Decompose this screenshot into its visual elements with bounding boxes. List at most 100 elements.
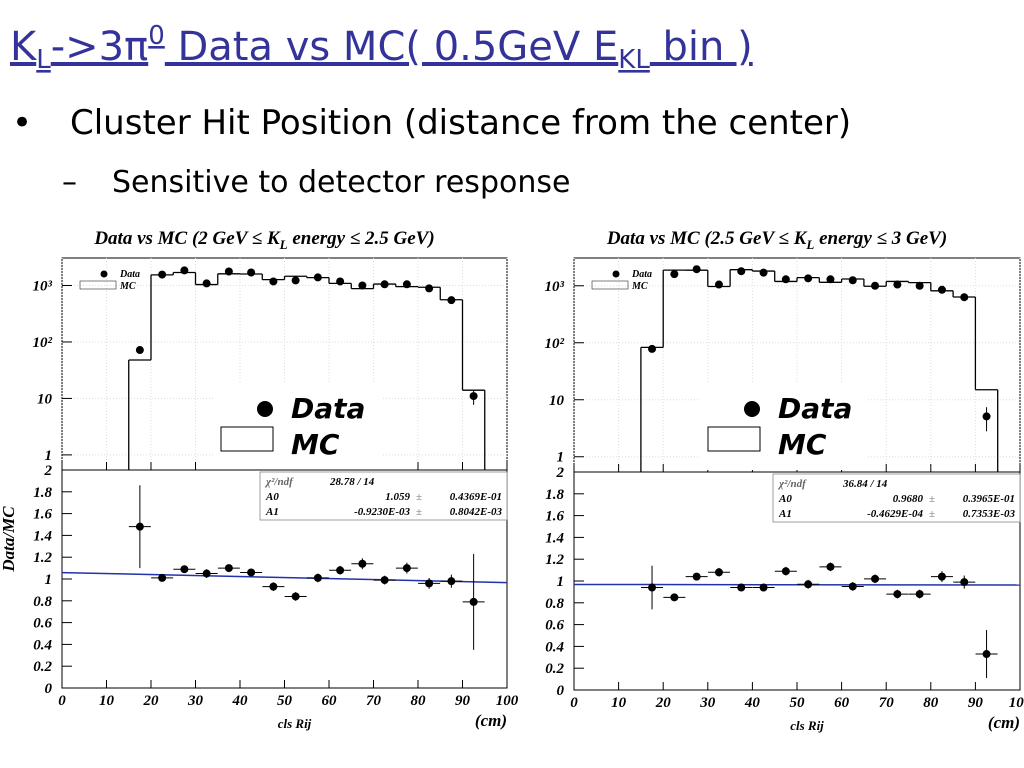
data-point [982, 412, 991, 421]
stats-label: χ²/ndf [264, 476, 294, 488]
stats-error: 0.3965E-01 [963, 493, 1015, 505]
overlay-legend-label: Data [291, 392, 365, 425]
title-part: Data vs MC (2 GeV ≤ K [93, 228, 281, 249]
x-tick-label: 100 [496, 693, 519, 709]
data-point [759, 268, 768, 277]
y-tick-label: 10³ [33, 279, 53, 295]
data-point [737, 267, 746, 276]
data-point [848, 582, 857, 591]
y-tick-label: 1.8 [545, 487, 564, 503]
data-point [469, 392, 478, 401]
data-point [313, 273, 322, 282]
y-tick-label: 0.2 [545, 661, 564, 677]
data-point [826, 275, 835, 284]
y-tick-label: 1.2 [545, 552, 564, 568]
y-tick-label: 10 [37, 391, 53, 407]
title-part: energy ≤ 3 GeV) [814, 228, 947, 249]
data-point [871, 574, 880, 583]
fit-line [61, 571, 508, 584]
data-point [447, 296, 456, 305]
legend-label: Data [119, 269, 140, 280]
legend-box [79, 280, 117, 290]
x-tick-label: 20 [655, 695, 672, 711]
stats-pm: ± [929, 508, 935, 520]
title-part: L [279, 237, 288, 252]
title-part: bin ) [650, 24, 753, 70]
data-point [336, 566, 345, 575]
data-point [247, 568, 256, 577]
x-tick-label: 40 [232, 693, 249, 709]
data-point [692, 265, 701, 274]
bullet: • [12, 103, 32, 143]
stats-label: A0 [265, 491, 279, 503]
data-point [714, 568, 723, 577]
stats-label: χ²/ndf [777, 478, 807, 490]
y-tick-label: 1 [557, 450, 565, 466]
x-tick-label: 60 [322, 693, 338, 709]
y-tick-label: 2 [556, 465, 565, 481]
y-tick-label: 2 [44, 463, 53, 479]
title-part: K [10, 24, 38, 70]
data-point [224, 267, 233, 276]
data-point [648, 583, 657, 592]
overlay-legend-box [707, 426, 761, 452]
stats-value: 1.059 [385, 491, 410, 503]
x-tick-label: 0 [570, 695, 578, 711]
x-tick-label: 60 [834, 695, 850, 711]
x-tick-label: 20 [143, 693, 160, 709]
y-tick-label: 0.4 [545, 639, 564, 655]
x-tick-label: 10 [611, 695, 627, 711]
x-tick-label: 50 [277, 693, 293, 709]
stats-error: 0.7353E-03 [963, 508, 1016, 520]
data-point [804, 580, 813, 589]
data-point [759, 583, 768, 592]
x-tick-label: 70 [366, 693, 382, 709]
data-point [291, 276, 300, 285]
data-point [937, 572, 946, 581]
data-point [804, 274, 813, 283]
y-tick-label: 10² [33, 335, 53, 351]
data-point [402, 280, 411, 289]
data-point [247, 268, 256, 277]
data-point [224, 564, 233, 573]
data-point [648, 344, 657, 353]
x-tick-label: 40 [744, 695, 761, 711]
data-point [202, 279, 211, 288]
chart-title: Data vs MC (2 GeV ≤ KL energy ≤ 2.5 GeV) [93, 228, 434, 252]
stats-value: 36.84 / 14 [842, 478, 888, 490]
y-tick-label: 0.6 [33, 616, 52, 632]
data-point [180, 266, 189, 275]
y-tick-label: 1 [45, 572, 53, 588]
data-point [269, 277, 278, 286]
y-axis-label: Data/MC [0, 506, 18, 573]
legend-box [591, 280, 629, 290]
data-point [313, 573, 322, 582]
data-point [291, 592, 300, 601]
overlay-legend-label: MC [291, 428, 340, 461]
x-axis-label: cls Rij [278, 716, 312, 731]
data-point [670, 270, 679, 279]
plot: 1 10 10² 10³ Data vs MC (2.5 GeV ≤ KL energy… [545, 228, 1021, 473]
overlay-legend [700, 382, 868, 470]
x-tick-label: 90 [455, 693, 471, 709]
data-point [848, 276, 857, 285]
x-axis-unit: (cm) [475, 711, 507, 730]
data-point [380, 576, 389, 585]
overlay-legend-label: MC [778, 428, 827, 461]
chart-title: Data vs MC (2.5 GeV ≤ KL energy ≤ 3 GeV) [606, 228, 947, 252]
x-tick-label: 80 [411, 693, 427, 709]
overlay-legend-box [220, 426, 274, 452]
data-point [425, 579, 434, 588]
y-tick-label: 1 [45, 448, 53, 464]
y-tick-label: 1 [557, 574, 565, 590]
stats-value: -0.4629E-04 [867, 508, 923, 520]
data-point [158, 573, 167, 582]
legend-marker [100, 270, 108, 278]
sub-bullet: – [62, 165, 77, 200]
stats-label: A1 [265, 506, 279, 518]
title-sub: L [36, 45, 51, 75]
y-tick-label: 0.2 [33, 659, 52, 675]
x-tick-label: 30 [187, 693, 204, 709]
y-tick-label: 0.4 [33, 637, 52, 653]
